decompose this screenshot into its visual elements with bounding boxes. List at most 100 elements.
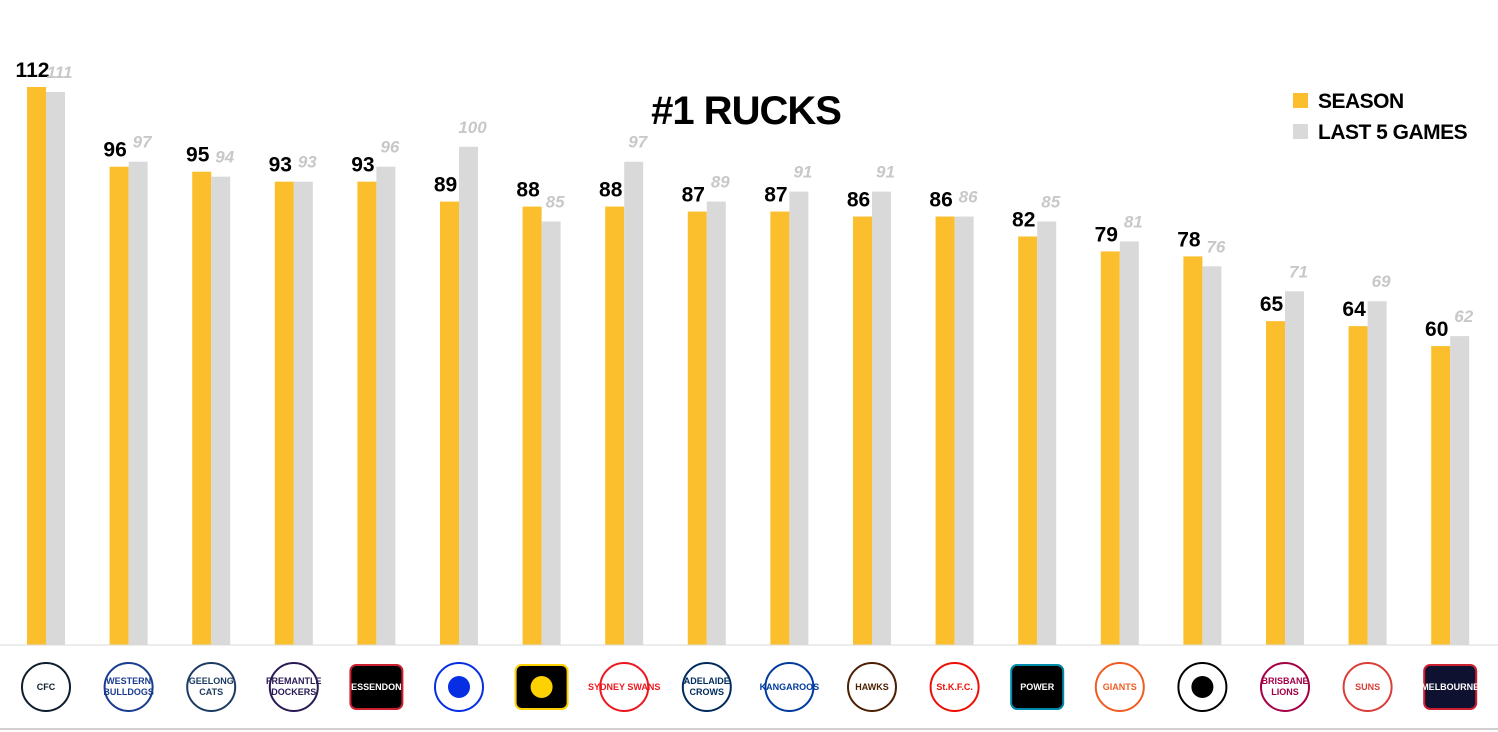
data-label-last5-team-9: 89 xyxy=(711,173,730,192)
bar-last5-team-18 xyxy=(1450,336,1470,645)
bar-season-team-12 xyxy=(935,216,955,646)
data-label-last5-team-1: 111 xyxy=(47,63,73,82)
data-label-season-team-2: 96 xyxy=(103,139,126,162)
data-label-last5-team-5: 96 xyxy=(380,138,399,157)
swans-logo-icon-text: SYDNEY SWANS xyxy=(588,682,660,692)
melbourne-logo-icon: MELBOURNE xyxy=(1421,664,1479,710)
bar-last5-team-5 xyxy=(376,166,396,645)
bar-season-team-15 xyxy=(1183,256,1203,645)
bulldogs-logo-icon-text: WESTERN xyxy=(106,676,151,686)
bar-season-team-10 xyxy=(770,211,790,645)
bar-last5-team-14 xyxy=(1119,241,1139,646)
data-label-season-team-13: 82 xyxy=(1012,208,1035,231)
tigers-logo-icon-emblem xyxy=(530,676,553,698)
data-label-last5-team-16: 71 xyxy=(1289,262,1308,281)
data-label-season-team-12: 86 xyxy=(929,189,952,212)
bar-season-team-13 xyxy=(1018,236,1038,645)
lions-logo-icon-text: BRISBANE xyxy=(1261,676,1308,686)
dockers-logo-icon-badge xyxy=(268,662,319,712)
bar-season-team-4 xyxy=(274,181,294,646)
bar-last5-team-11 xyxy=(872,191,891,645)
tigers-logo-icon xyxy=(514,664,569,710)
giants-logo-icon: GIANTS xyxy=(1094,662,1145,712)
data-label-season-team-5: 93 xyxy=(351,154,374,177)
bar-season-team-2 xyxy=(109,166,129,645)
data-label-season-team-15: 78 xyxy=(1177,228,1201,251)
bar-last5-team-2 xyxy=(128,161,148,645)
data-label-season-team-16: 65 xyxy=(1260,293,1284,316)
data-label-season-team-14: 79 xyxy=(1095,223,1118,246)
bar-season-team-14 xyxy=(1100,251,1120,646)
data-label-last5-team-2: 97 xyxy=(133,133,153,152)
power-logo-icon-text: POWER xyxy=(1020,682,1055,692)
kangaroos-logo-icon-text: KANGAROOS xyxy=(760,682,820,692)
bar-season-team-5 xyxy=(357,181,377,646)
power-logo-icon: POWER xyxy=(1010,664,1065,710)
data-label-season-team-6: 89 xyxy=(434,174,457,197)
crows-logo-icon-badge xyxy=(681,662,732,712)
swans-logo-icon: SYDNEY SWANS xyxy=(588,662,660,712)
data-label-last5-team-12: 86 xyxy=(959,188,978,207)
giants-logo-icon-badge xyxy=(1094,662,1145,712)
data-label-last5-team-3: 94 xyxy=(215,148,234,167)
essendon-logo-icon: ESSENDON xyxy=(349,664,404,710)
dockers-logo-icon-text: DOCKERS xyxy=(271,687,316,697)
eagles-logo-icon-emblem xyxy=(448,676,470,698)
bar-last5-team-15 xyxy=(1202,266,1222,645)
data-label-last5-team-10: 91 xyxy=(793,163,812,182)
data-label-season-team-9: 87 xyxy=(682,184,705,207)
legend: SEASON LAST 5 GAMES xyxy=(1293,90,1468,144)
kangaroos-logo-icon: KANGAROOS xyxy=(760,662,820,712)
suns-logo-icon: SUNS xyxy=(1342,662,1393,712)
bar-last5-team-6 xyxy=(459,146,478,646)
essendon-logo-icon-badge xyxy=(349,664,404,710)
legend-label-season: SEASON xyxy=(1318,90,1404,113)
bar-last5-team-17 xyxy=(1367,301,1387,645)
bulldogs-logo-icon-badge xyxy=(103,662,154,712)
lions-logo-icon-text: LIONS xyxy=(1271,687,1299,697)
giants-logo-icon-text: GIANTS xyxy=(1103,682,1137,692)
data-label-last5-team-18: 62 xyxy=(1454,307,1473,326)
chart-title: #1 RUCKS xyxy=(651,89,841,133)
bulldogs-logo-icon-text: BULLDOGS xyxy=(103,687,154,697)
cats-logo-icon-badge xyxy=(186,662,237,712)
bar-last5-team-7 xyxy=(541,221,561,645)
suns-logo-icon-text: SUNS xyxy=(1355,682,1380,692)
cats-logo-icon-text: GEELONG xyxy=(189,676,234,686)
data-label-last5-team-8: 97 xyxy=(628,133,648,152)
melbourne-logo-icon-text: MELBOURNE xyxy=(1421,682,1479,692)
data-label-last5-team-11: 91 xyxy=(876,163,895,182)
bar-season-team-11 xyxy=(853,216,872,646)
kangaroos-logo-icon-badge xyxy=(764,662,815,712)
hawks-logo-icon: HAWKS xyxy=(847,662,897,712)
lions-logo-icon-badge xyxy=(1260,662,1310,712)
melbourne-logo-icon-badge xyxy=(1423,664,1478,710)
bar-season-team-3 xyxy=(192,171,212,646)
data-label-season-team-1: 112 xyxy=(16,59,50,82)
bar-season-team-16 xyxy=(1266,321,1285,645)
data-label-season-team-17: 64 xyxy=(1342,298,1366,321)
bar-last5-team-9 xyxy=(706,201,726,645)
crows-logo-icon-text: CROWS xyxy=(690,687,725,697)
bars-group xyxy=(27,87,1470,646)
carlton-logo-icon-badge xyxy=(21,662,71,712)
eagles-logo-icon xyxy=(434,662,484,712)
data-label-season-team-8: 88 xyxy=(599,179,623,202)
bar-last5-team-16 xyxy=(1285,291,1304,645)
magpies-logo-icon xyxy=(1177,662,1228,712)
legend-label-last5: LAST 5 GAMES xyxy=(1318,121,1468,144)
data-label-last5-team-13: 85 xyxy=(1041,193,1060,212)
dockers-logo-icon-text: FREMANTLE xyxy=(266,676,322,686)
bar-last5-team-13 xyxy=(1037,221,1057,645)
data-label-season-team-7: 88 xyxy=(516,179,540,202)
bar-last5-team-8 xyxy=(624,161,644,645)
legend-swatch-season xyxy=(1293,93,1308,108)
stkilda-logo-icon-badge xyxy=(929,662,980,712)
data-label-season-team-11: 86 xyxy=(847,189,870,212)
data-label-season-team-10: 87 xyxy=(764,184,787,207)
